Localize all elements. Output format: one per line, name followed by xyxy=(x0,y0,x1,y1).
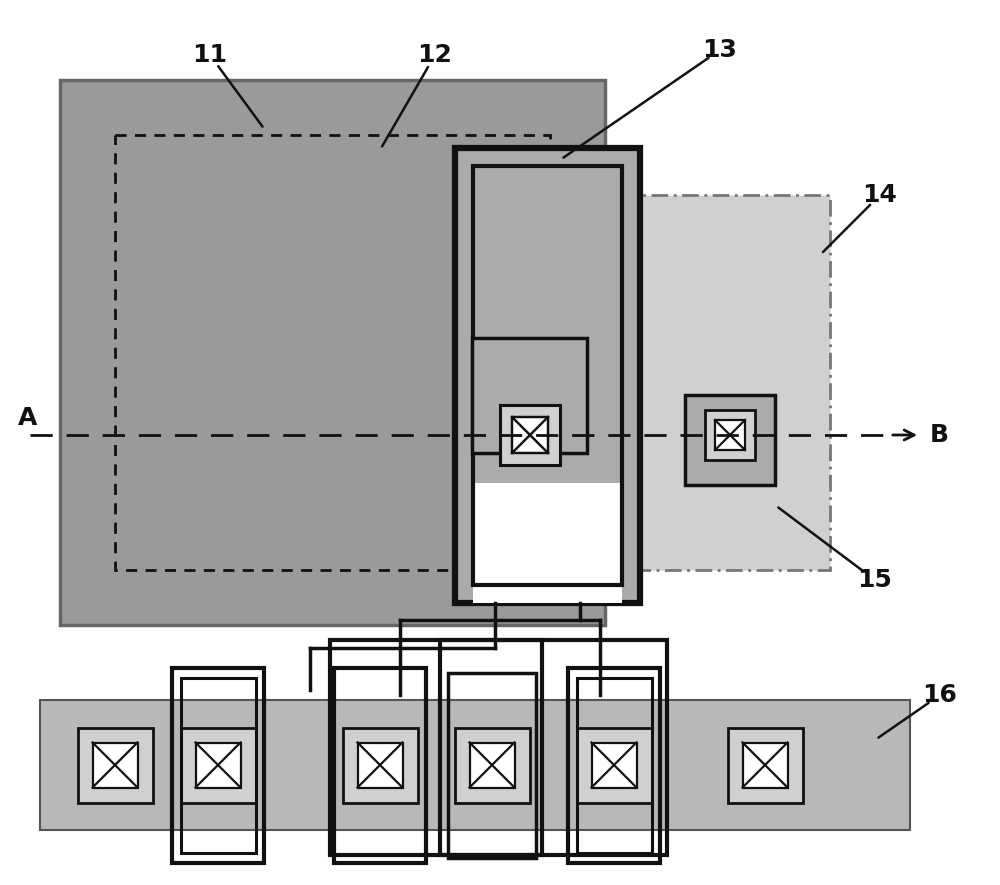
Bar xyxy=(78,727,152,803)
Bar xyxy=(180,678,256,852)
Bar xyxy=(685,395,775,485)
Text: 12: 12 xyxy=(418,43,452,67)
Bar xyxy=(334,667,426,863)
Bar xyxy=(473,166,622,585)
Bar xyxy=(92,743,138,788)
Bar xyxy=(40,700,910,830)
Bar xyxy=(342,727,418,803)
Bar xyxy=(172,667,264,863)
Bar xyxy=(115,135,550,570)
Bar xyxy=(358,743,402,788)
Bar xyxy=(705,410,755,460)
Bar xyxy=(512,417,548,453)
Bar xyxy=(568,667,660,863)
Bar xyxy=(455,148,640,603)
Bar xyxy=(576,678,652,852)
Text: 15: 15 xyxy=(858,568,892,592)
Text: A: A xyxy=(18,406,37,430)
Text: 11: 11 xyxy=(192,43,228,67)
Bar xyxy=(454,727,530,803)
Bar xyxy=(60,80,605,625)
Bar xyxy=(500,405,560,465)
Text: 14: 14 xyxy=(863,183,897,207)
Bar xyxy=(742,743,788,788)
Bar xyxy=(560,200,810,560)
Bar xyxy=(470,743,514,788)
Bar xyxy=(473,483,622,603)
Bar xyxy=(592,743,637,788)
Bar xyxy=(590,195,830,570)
Text: 13: 13 xyxy=(703,38,737,62)
Bar xyxy=(728,727,802,803)
Bar xyxy=(330,640,542,855)
Bar xyxy=(440,640,666,855)
Text: B: B xyxy=(930,423,949,447)
Bar xyxy=(196,743,240,788)
Bar xyxy=(448,673,536,858)
Bar xyxy=(180,727,256,803)
Bar xyxy=(576,727,652,803)
Text: 16: 16 xyxy=(923,683,957,707)
Bar xyxy=(472,338,587,453)
Bar xyxy=(715,420,745,450)
